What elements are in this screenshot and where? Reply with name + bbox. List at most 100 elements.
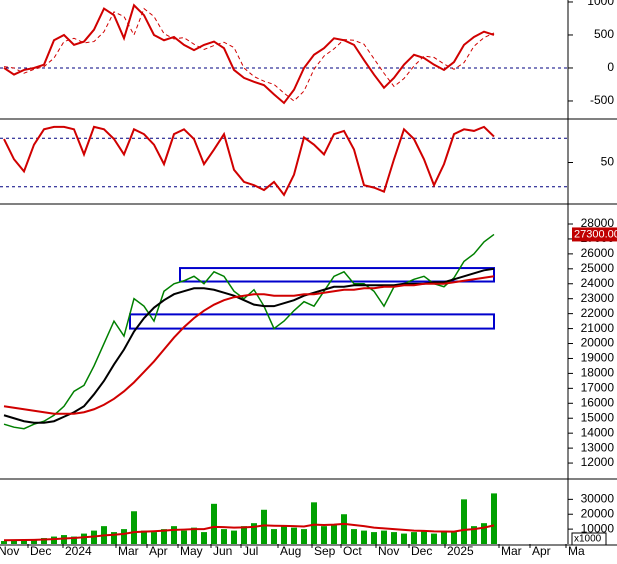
x-tick-label: Apr — [532, 544, 551, 558]
volume-bar — [231, 530, 237, 544]
y-tick-label: 15000 — [581, 410, 615, 424]
y-tick-label: 16000 — [581, 395, 615, 409]
volume-bar — [131, 511, 137, 544]
volume-bar — [461, 499, 467, 544]
x-tick-label: Dec — [30, 544, 51, 558]
volume-bar — [251, 523, 257, 544]
volume-bar — [221, 529, 227, 544]
x-tick-label: Oct — [343, 544, 362, 558]
x-tick-label: May — [180, 544, 203, 558]
x-tick-label: 2024 — [65, 544, 92, 558]
y-tick-label: 14000 — [581, 425, 615, 439]
volume-bar — [361, 530, 367, 544]
series-line — [3, 7, 495, 102]
zone-box — [179, 267, 495, 283]
volume-bar — [11, 539, 17, 544]
y-tick-label: 21000 — [581, 321, 615, 335]
x-tick-label: Mar — [501, 544, 522, 558]
x-tick-label: Jul — [243, 544, 258, 558]
x-tick-label: Mar — [118, 544, 139, 558]
volume-bar — [331, 524, 337, 544]
price-tag: 27300.00 — [574, 228, 617, 240]
y-tick-label: -500 — [590, 93, 614, 107]
volume-bar — [21, 540, 27, 544]
volume-bar — [141, 530, 147, 544]
y-tick-label: 10000 — [581, 521, 615, 535]
volume-bar — [201, 532, 207, 544]
y-tick-label: 19000 — [581, 351, 615, 365]
y-tick-label: 13000 — [581, 440, 615, 454]
volume-bar — [211, 503, 217, 544]
series-line — [3, 125, 495, 197]
volume-bar — [421, 530, 427, 544]
y-tick-label: 20000 — [581, 336, 615, 350]
x-tick-label: Aug — [280, 544, 301, 558]
volume-bar — [61, 535, 67, 544]
x-tick-label: 2025 — [447, 544, 474, 558]
y-tick-label: 28000 — [581, 216, 615, 230]
series-line — [3, 267, 495, 424]
volume-bar — [31, 539, 37, 544]
volume-bar — [51, 536, 57, 544]
volume-bar — [291, 527, 297, 544]
unit-box — [571, 532, 607, 546]
volume-bar — [471, 526, 477, 544]
volume-bar — [401, 533, 407, 544]
x-tick-label: Dec — [411, 544, 432, 558]
y-tick-label: 12000 — [581, 455, 615, 469]
volume-bar — [451, 532, 457, 544]
x-tick-label: Ma — [568, 544, 585, 558]
unit-label: x1000 — [574, 534, 602, 545]
volume-bar — [171, 526, 177, 544]
volume-bar — [81, 533, 87, 544]
x-tick-label: Nov — [0, 544, 19, 558]
y-tick-label: 23000 — [581, 291, 615, 305]
volume-bar — [311, 502, 317, 544]
price-tag-box — [572, 227, 617, 242]
volume-bar — [321, 526, 327, 544]
volume-bar — [241, 526, 247, 544]
y-tick-label: 0 — [607, 60, 614, 74]
volume-bar — [301, 529, 307, 544]
volume-bar — [121, 529, 127, 544]
volume-bar — [161, 529, 167, 544]
x-tick-label: Sep — [314, 544, 336, 558]
volume-bar — [281, 526, 287, 544]
volume-bar — [271, 529, 277, 544]
volume-bar — [181, 530, 187, 544]
y-tick-label: 22000 — [581, 306, 615, 320]
series-line — [3, 522, 495, 542]
volume-bar — [191, 527, 197, 544]
volume-bar — [111, 532, 117, 544]
series-line — [3, 3, 495, 105]
volume-bar — [351, 529, 357, 544]
volume-bar — [1, 541, 7, 544]
volume-bar — [391, 532, 397, 544]
volume-bar — [431, 533, 437, 544]
y-tick-label: 26000 — [581, 246, 615, 260]
volume-bar — [481, 523, 487, 544]
y-tick-label: 18000 — [581, 366, 615, 380]
y-tick-label: 24000 — [581, 276, 615, 290]
volume-bar — [491, 493, 497, 544]
y-tick-label: 500 — [594, 27, 614, 41]
x-tick-label: Apr — [149, 544, 168, 558]
y-tick-label: 30000 — [581, 492, 615, 506]
zone-box — [129, 313, 495, 330]
volume-bar — [411, 532, 417, 544]
y-tick-label: 17000 — [581, 381, 615, 395]
x-tick-label: Nov — [378, 544, 399, 558]
y-tick-label: 20000 — [581, 506, 615, 520]
volume-bar — [41, 538, 47, 544]
y-tick-label: 50 — [601, 155, 615, 169]
volume-bar — [441, 530, 447, 544]
volume-bar — [261, 509, 267, 544]
volume-bar — [381, 530, 387, 544]
volume-bar — [71, 536, 77, 544]
series-line — [3, 275, 495, 415]
volume-bar — [341, 514, 347, 544]
series-line — [3, 233, 495, 430]
x-tick-label: Jun — [213, 544, 232, 558]
